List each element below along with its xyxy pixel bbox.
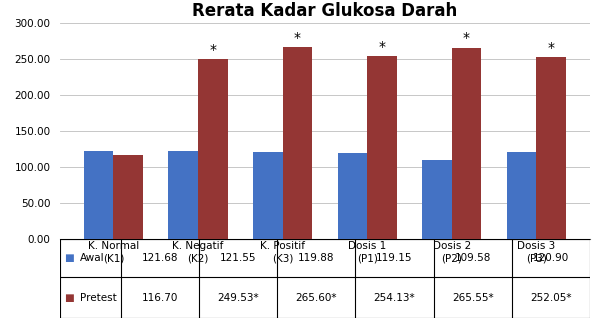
Text: 109.58: 109.58 [455,253,491,263]
Bar [422,160,452,239]
Bar [113,155,143,239]
Text: *: * [548,41,555,55]
Text: 116.70: 116.70 [141,293,178,303]
Bar [253,152,283,239]
Bar [283,47,312,239]
Text: *: * [463,32,470,46]
Text: 120.90: 120.90 [533,253,569,263]
Text: ■: ■ [64,253,73,263]
Text: Pretest: Pretest [80,293,116,303]
Bar [507,151,536,239]
Text: *: * [378,40,386,54]
Text: 254.13*: 254.13* [374,293,415,303]
Text: Awal: Awal [80,253,104,263]
Text: *: * [209,43,216,57]
Text: 249.53*: 249.53* [217,293,259,303]
Bar [367,56,397,239]
Text: 265.60*: 265.60* [296,293,337,303]
Bar [337,153,367,239]
Text: 119.88: 119.88 [298,253,334,263]
Bar [198,59,228,239]
Text: ■: ■ [64,293,73,303]
Bar [83,151,113,239]
Text: 252.05*: 252.05* [530,293,572,303]
Bar [452,47,482,239]
Text: *: * [294,31,301,46]
Text: 119.15: 119.15 [376,253,412,263]
Text: 265.55*: 265.55* [452,293,493,303]
Text: 121.68: 121.68 [141,253,178,263]
Bar [536,57,566,239]
Text: 121.55: 121.55 [220,253,256,263]
Bar [168,151,198,239]
Title: Rerata Kadar Glukosa Darah: Rerata Kadar Glukosa Darah [192,2,458,20]
